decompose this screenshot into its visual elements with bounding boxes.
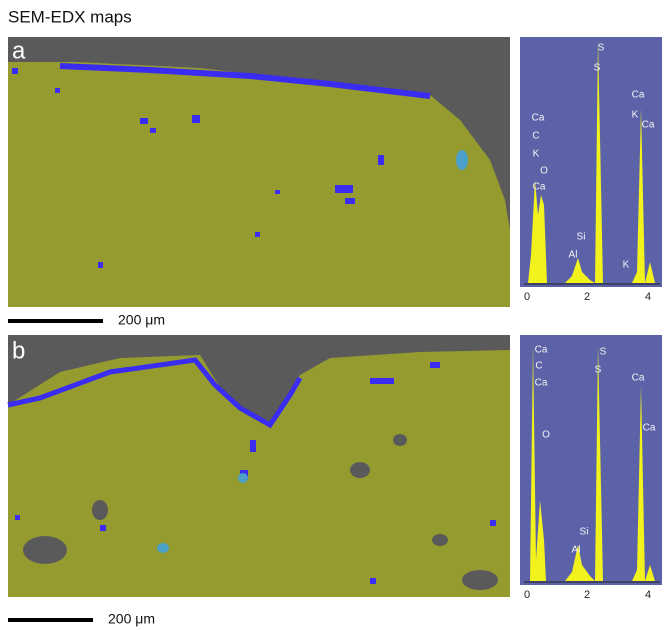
peak-label: K	[533, 149, 540, 160]
x-tick-label: 2	[584, 589, 590, 601]
peak-label: O	[540, 166, 548, 177]
peak-label: Ca	[643, 423, 656, 434]
peak-label: Si	[580, 527, 589, 538]
peak-label: Ca	[632, 373, 645, 384]
peak-label: Al	[572, 545, 581, 556]
x-tick-label: 0	[524, 589, 530, 601]
peak-label: Ca	[632, 90, 645, 101]
peak-label: Al	[569, 250, 578, 261]
peak-label: Ca	[533, 182, 546, 193]
map-b: b	[8, 335, 510, 597]
peak-label: S	[595, 365, 602, 376]
peak-label: C	[535, 361, 542, 372]
x-tick-label: 4	[645, 291, 651, 303]
x-tick-label: 0	[524, 291, 530, 303]
panel-label: a	[12, 37, 26, 64]
peak-label: S	[600, 347, 607, 358]
panel-label: b	[12, 337, 25, 364]
map-a: a	[8, 37, 510, 307]
spectrum-b: Ca C Ca O S S Ca Ca Si Al 0 2 4	[520, 335, 662, 601]
peak-label: S	[594, 63, 601, 74]
peak-label: Ca	[535, 378, 548, 389]
peak-label: Si	[577, 232, 586, 243]
figure: SEM-EDX maps a 200 μm S S Ca K Ca Ca C K…	[0, 0, 667, 630]
peak-label: K	[623, 260, 630, 271]
peak-label: O	[542, 430, 550, 441]
peak-label: Ca	[532, 113, 545, 124]
peak-label: S	[598, 43, 605, 54]
peak-label: Ca	[642, 120, 655, 131]
peak-label: Ca	[535, 345, 548, 356]
scale-bar-label: 200 μm	[118, 312, 165, 328]
scale-bar-label: 200 μm	[108, 611, 155, 627]
figure-title: SEM-EDX maps	[8, 7, 132, 26]
spectrum-a: S S Ca K Ca Ca C K O Ca Si Al K 0 2 4	[520, 37, 662, 303]
x-tick-label: 4	[645, 589, 651, 601]
x-tick-label: 2	[584, 291, 590, 303]
peak-label: K	[632, 110, 639, 121]
peak-label: C	[532, 131, 539, 142]
